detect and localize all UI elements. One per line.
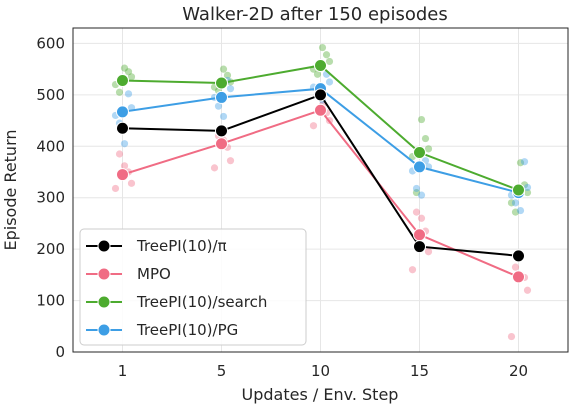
series-marker [215,90,228,104]
scatter-point [507,332,516,341]
series-marker [413,228,426,242]
scatter-point [516,159,525,167]
series-marker [215,137,228,151]
series-markers [116,59,525,284]
series-marker [413,240,426,254]
legend-label: TreePI(10)/search [136,293,267,311]
scatter-point [523,188,532,197]
y-tick-label: 0 [55,343,65,361]
x-tick-label: 10 [311,362,330,380]
scatter-point [309,122,318,130]
scatter-point [424,145,433,153]
x-tick-label: 1 [118,362,128,380]
scatter-point [214,102,223,110]
scatter-point [511,263,520,271]
scatter-point [111,184,120,193]
x-tick-labels: 1 5 10 15 20 [118,362,528,380]
legend-swatch-marker [97,323,111,337]
series-marker [512,270,525,284]
scatter-point [507,199,516,207]
y-tick-label: 600 [36,34,65,52]
series-marker [413,160,426,174]
scatter-point [412,188,421,197]
chart-title: Walker-2D after 150 episodes [182,4,447,25]
scatter-point [219,112,228,121]
scatter-point [424,248,433,256]
y-tick-label: 500 [36,86,65,104]
scatter-point [516,206,525,215]
scatter-point [322,51,331,59]
scatter-point [511,199,520,207]
scatter-point [313,70,322,78]
y-tick-label: 100 [36,292,65,310]
y-tick-labels: 0 100 200 300 400 500 600 [36,34,65,361]
scatter-point [120,64,129,72]
series-marker [116,105,129,119]
plot-frame [72,27,569,353]
series-marker [314,103,327,117]
series-marker [512,183,525,197]
scatter-point [325,78,334,86]
legend-label: MPO [137,265,171,283]
y-axis-label: Episode Return [1,129,20,250]
scatter-point [523,286,532,294]
y-tick-label: 400 [36,137,65,155]
series-marker [116,168,129,182]
scatter-point [115,88,124,96]
scatter-point [124,68,133,76]
scatter-point [127,73,136,81]
scatter-point [523,183,532,192]
scatter-point [412,184,421,193]
scatter-point [417,115,426,124]
scatter-point [120,140,129,148]
y-tick-label: 300 [36,189,65,207]
series-marker [314,88,327,102]
series-marker [314,59,327,73]
scatter-point [417,191,426,199]
series-marker [512,249,525,263]
legend-label: TreePI(10)/PG [136,321,238,339]
scatter-point [210,164,219,172]
legend-box [79,228,307,346]
scatter-point [520,158,529,166]
scatter-point [318,43,327,52]
legend: TreePI(10)/π MPO TreePI(10)/search TreePI(1… [79,228,307,346]
scatter-point [417,214,426,222]
scatter-point [127,179,136,187]
legend-swatch-marker [97,267,111,281]
series-marker [413,145,426,159]
scatter-point [511,208,520,216]
scatter-point [219,65,228,73]
scatter-point [325,57,334,66]
scatter-point [421,134,430,143]
x-tick-label: 5 [217,362,227,380]
scatter-point [226,157,235,165]
series-marker [215,124,228,138]
x-tick-label: 20 [509,362,528,380]
legend-swatch-marker [97,239,111,253]
legend-swatch-marker [97,295,111,309]
y-tick-label: 200 [36,240,65,258]
scatter-point [226,85,235,93]
scatter-point [124,90,133,98]
scatter-point [223,71,232,79]
scatter-point [115,150,124,158]
scatter-point [408,266,417,274]
legend-label: TreePI(10)/π [136,237,227,255]
series-marker [116,121,129,135]
x-axis-label: Updates / Env. Step [242,385,399,404]
scatter-point [120,162,129,170]
series-marker [116,73,129,87]
x-tick-label: 15 [410,362,429,380]
series-marker [215,76,228,90]
scatter-point [412,208,421,216]
